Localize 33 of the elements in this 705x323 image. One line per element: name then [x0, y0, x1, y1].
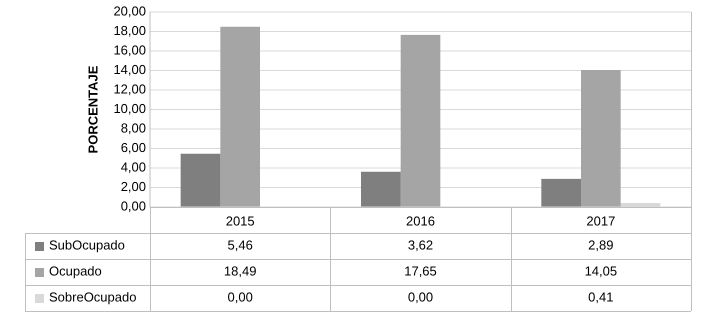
legend-label: SobreOcupado — [49, 290, 136, 305]
x-tick-label: 2016 — [406, 213, 435, 228]
y-tick-label: 14,00 — [113, 62, 146, 78]
data-label: 3,62 — [408, 238, 434, 253]
data-label: 14,05 — [584, 264, 618, 279]
data-label: 0,41 — [588, 290, 614, 305]
y-tick-label: 8,00 — [120, 120, 146, 136]
bar — [360, 172, 401, 206]
x-tick-label: 2017 — [586, 213, 616, 228]
legend-label: Ocupado — [49, 264, 102, 279]
bar — [180, 154, 220, 206]
y-axis-title: PORCENTAJE — [85, 65, 100, 154]
data-label: 5,46 — [228, 238, 253, 253]
y-tick-label: 6,00 — [120, 140, 146, 156]
y-tick-label: 10,00 — [113, 101, 146, 116]
data-label: 17,65 — [404, 264, 437, 279]
data-label: 0,00 — [408, 290, 434, 305]
y-tick-label: 4,00 — [120, 160, 146, 175]
y-tick-label: 16,00 — [113, 42, 146, 58]
data-label: 0,00 — [228, 290, 253, 305]
y-tick-label: 2,00 — [120, 179, 146, 194]
y-tick-label: 20,00 — [113, 4, 146, 19]
data-label: 2,89 — [588, 238, 614, 253]
y-tick-label: 0,00 — [120, 198, 146, 214]
bar — [400, 34, 440, 206]
legend-label: SubOcupado — [49, 238, 125, 253]
bar — [220, 26, 260, 206]
data-label: 18,49 — [224, 264, 256, 279]
x-tick-label: 2015 — [226, 213, 255, 228]
y-tick-label: 12,00 — [113, 82, 146, 97]
bar — [580, 70, 621, 206]
y-tick-label: 18,00 — [113, 23, 146, 38]
bar — [541, 178, 581, 206]
